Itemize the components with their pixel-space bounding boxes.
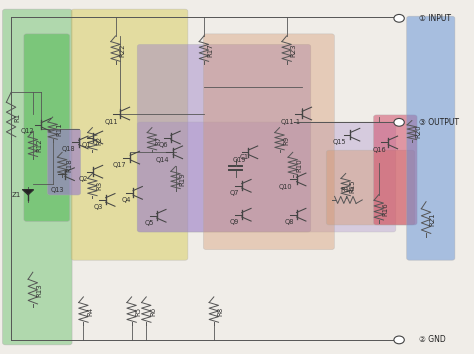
Text: Q3: Q3 [94,204,103,210]
Text: ① INPUT: ① INPUT [419,14,451,23]
FancyBboxPatch shape [137,122,396,232]
FancyBboxPatch shape [137,44,311,232]
FancyBboxPatch shape [2,9,72,345]
Text: Q11: Q11 [104,119,118,125]
Text: Q13: Q13 [51,187,64,193]
Text: Q14: Q14 [155,156,169,162]
Text: R5: R5 [136,307,141,315]
Text: Q1: Q1 [82,142,91,148]
Text: R7: R7 [156,135,162,144]
Text: Z1: Z1 [12,192,21,198]
Text: R2: R2 [96,136,102,144]
Text: R17: R17 [208,43,214,57]
Text: R15: R15 [349,179,356,193]
Circle shape [394,15,404,22]
Text: Q15: Q15 [333,139,346,145]
FancyBboxPatch shape [203,34,334,250]
Text: R3: R3 [96,181,102,190]
Text: R8: R8 [218,306,224,316]
Text: Q12: Q12 [21,129,35,134]
Text: Q5: Q5 [145,220,155,226]
Text: Q18: Q18 [61,146,75,152]
Text: Q17: Q17 [112,162,126,168]
FancyBboxPatch shape [24,34,70,222]
Text: R21: R21 [430,212,436,226]
Text: R23: R23 [291,43,296,57]
Text: R4: R4 [87,307,93,315]
Text: R9: R9 [283,135,289,144]
Text: Q8: Q8 [285,219,294,225]
Text: C1: C1 [239,154,249,160]
Text: R13: R13 [36,283,43,297]
Text: Q4: Q4 [121,197,131,203]
Text: R10: R10 [297,158,302,172]
Circle shape [394,119,404,126]
Text: Q9: Q9 [230,219,239,225]
Circle shape [394,336,404,344]
Text: R16: R16 [383,202,389,216]
Text: R14: R14 [340,187,354,193]
Text: R22: R22 [119,43,125,57]
FancyBboxPatch shape [326,150,415,225]
FancyBboxPatch shape [407,16,455,260]
Text: Q10: Q10 [278,184,292,190]
Text: R19: R19 [179,172,185,185]
Text: Q2: Q2 [79,176,88,182]
Text: Q16: Q16 [372,147,386,153]
Text: Q6: Q6 [159,142,168,148]
FancyBboxPatch shape [71,9,188,260]
FancyBboxPatch shape [47,129,81,195]
Text: Q19: Q19 [232,156,246,162]
Polygon shape [23,190,33,195]
Text: Q7: Q7 [230,190,239,196]
Text: ② GND: ② GND [419,335,446,344]
Text: R12: R12 [36,138,43,152]
Text: R20: R20 [416,124,422,138]
Text: R11: R11 [56,122,63,136]
Text: R18: R18 [66,158,72,172]
Text: Q11-1: Q11-1 [280,119,301,125]
FancyBboxPatch shape [374,115,417,225]
Text: R6: R6 [150,306,156,316]
Text: R1: R1 [15,113,21,122]
Text: ③ OUTPUT: ③ OUTPUT [419,118,459,127]
